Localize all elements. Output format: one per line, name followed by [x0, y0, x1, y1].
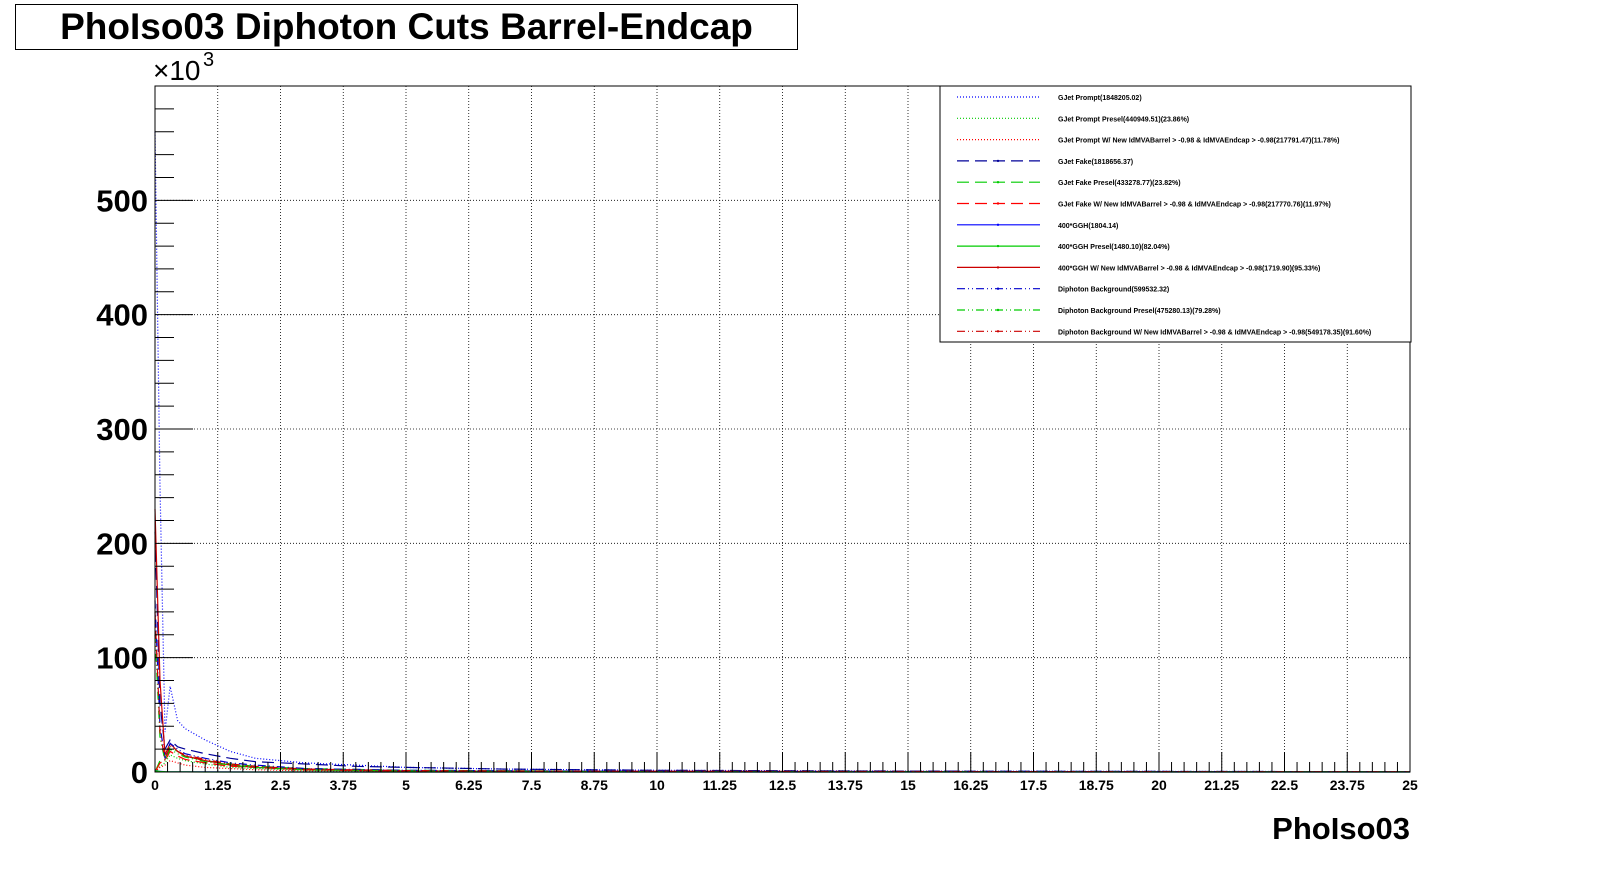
legend-marker-6	[996, 223, 1000, 226]
legend-marker-3	[996, 159, 1000, 163]
legend-entry-label: 400*GGH W/ New IdMVABarrel > -0.98 & IdM…	[1058, 265, 1320, 272]
series-line-8	[154, 508, 1411, 773]
legend-entry-label: GJet Prompt W/ New IdMVABarrel > -0.98 &…	[1058, 138, 1339, 145]
x-tick-label: 21.25	[1204, 777, 1239, 793]
x-tick-label: 22.5	[1271, 777, 1298, 793]
y-tick-label: 100	[96, 641, 148, 676]
x-tick-label: 13.75	[828, 777, 863, 793]
title-box: PhoIso03 Diphoton Cuts Barrel-Endcap	[15, 4, 798, 50]
x-tick-label: 7.5	[522, 777, 542, 793]
legend-box	[939, 85, 1412, 343]
legend-entry-label: Diphoton Background W/ New IdMVABarrel >…	[1058, 329, 1371, 336]
legend-entry-label: 400*GGH(1804.14)	[1058, 223, 1118, 230]
x-tick-label: 10	[649, 777, 665, 793]
legend-entry-label: GJet Prompt(1848205.02)	[1058, 95, 1142, 102]
legend-entry-label: GJet Fake(1818656.37)	[1058, 159, 1133, 166]
legend-entry-label: 400*GGH Presel(1480.10)(82.04%)	[1058, 244, 1170, 251]
x-tick-label: 18.75	[1079, 777, 1114, 793]
x-tick-label: 11.25	[703, 777, 737, 793]
x-tick-label: 5	[402, 777, 410, 793]
x-tick-label: 23.75	[1330, 777, 1365, 793]
legend-entry-label: Diphoton Background Presel(475280.13)(79…	[1058, 308, 1221, 315]
x-tick-label: 12.5	[769, 777, 796, 793]
x-tick-label: 15	[900, 777, 916, 793]
y-exponent-label: ×10	[153, 55, 201, 86]
series-line-3	[154, 531, 1411, 773]
legend-marker-8	[996, 266, 1000, 269]
x-tick-label: 3.75	[330, 777, 357, 793]
legend-entry-label: Diphoton Background(599532.32)	[1058, 287, 1169, 294]
chart-title: PhoIso03 Diphoton Cuts Barrel-Endcap	[60, 6, 753, 47]
y-exponent-power: 3	[203, 49, 214, 71]
y-tick-label: 400	[96, 298, 148, 333]
y-tick-label: 0	[131, 755, 148, 790]
x-tick-label: 2.5	[271, 777, 291, 793]
series-line-10	[154, 634, 1411, 773]
x-tick-label: 8.75	[581, 777, 608, 793]
legend-marker-4	[996, 181, 1000, 184]
legend-entry-label: GJet Prompt Presel(440949.51)(23.86%)	[1058, 116, 1189, 123]
x-tick-label: 6.25	[455, 777, 482, 793]
x-tick-label: 25	[1402, 777, 1418, 793]
x-axis-title: PhoIso03	[1272, 811, 1410, 846]
legend-entry-label: GJet Fake Presel(433278.77)(23.82%)	[1058, 180, 1181, 187]
y-tick-label: 200	[96, 526, 148, 561]
x-tick-label: 17.5	[1020, 777, 1047, 793]
legend-marker-9	[996, 287, 1000, 290]
x-tick-label: 1.25	[204, 777, 231, 793]
x-tick-label: 16.25	[953, 777, 988, 793]
legend-marker-10	[996, 308, 1000, 312]
x-tick-label: 20	[1151, 777, 1167, 793]
legend-entry-label: GJet Fake W/ New IdMVABarrel > -0.98 & I…	[1058, 202, 1331, 209]
y-tick-label: 300	[96, 412, 148, 447]
legend-marker-7	[996, 244, 1000, 248]
legend-marker-11	[996, 330, 1000, 333]
legend-marker-5	[996, 202, 1000, 205]
y-tick-label: 500	[96, 183, 148, 218]
x-tick-label: 0	[151, 777, 159, 793]
